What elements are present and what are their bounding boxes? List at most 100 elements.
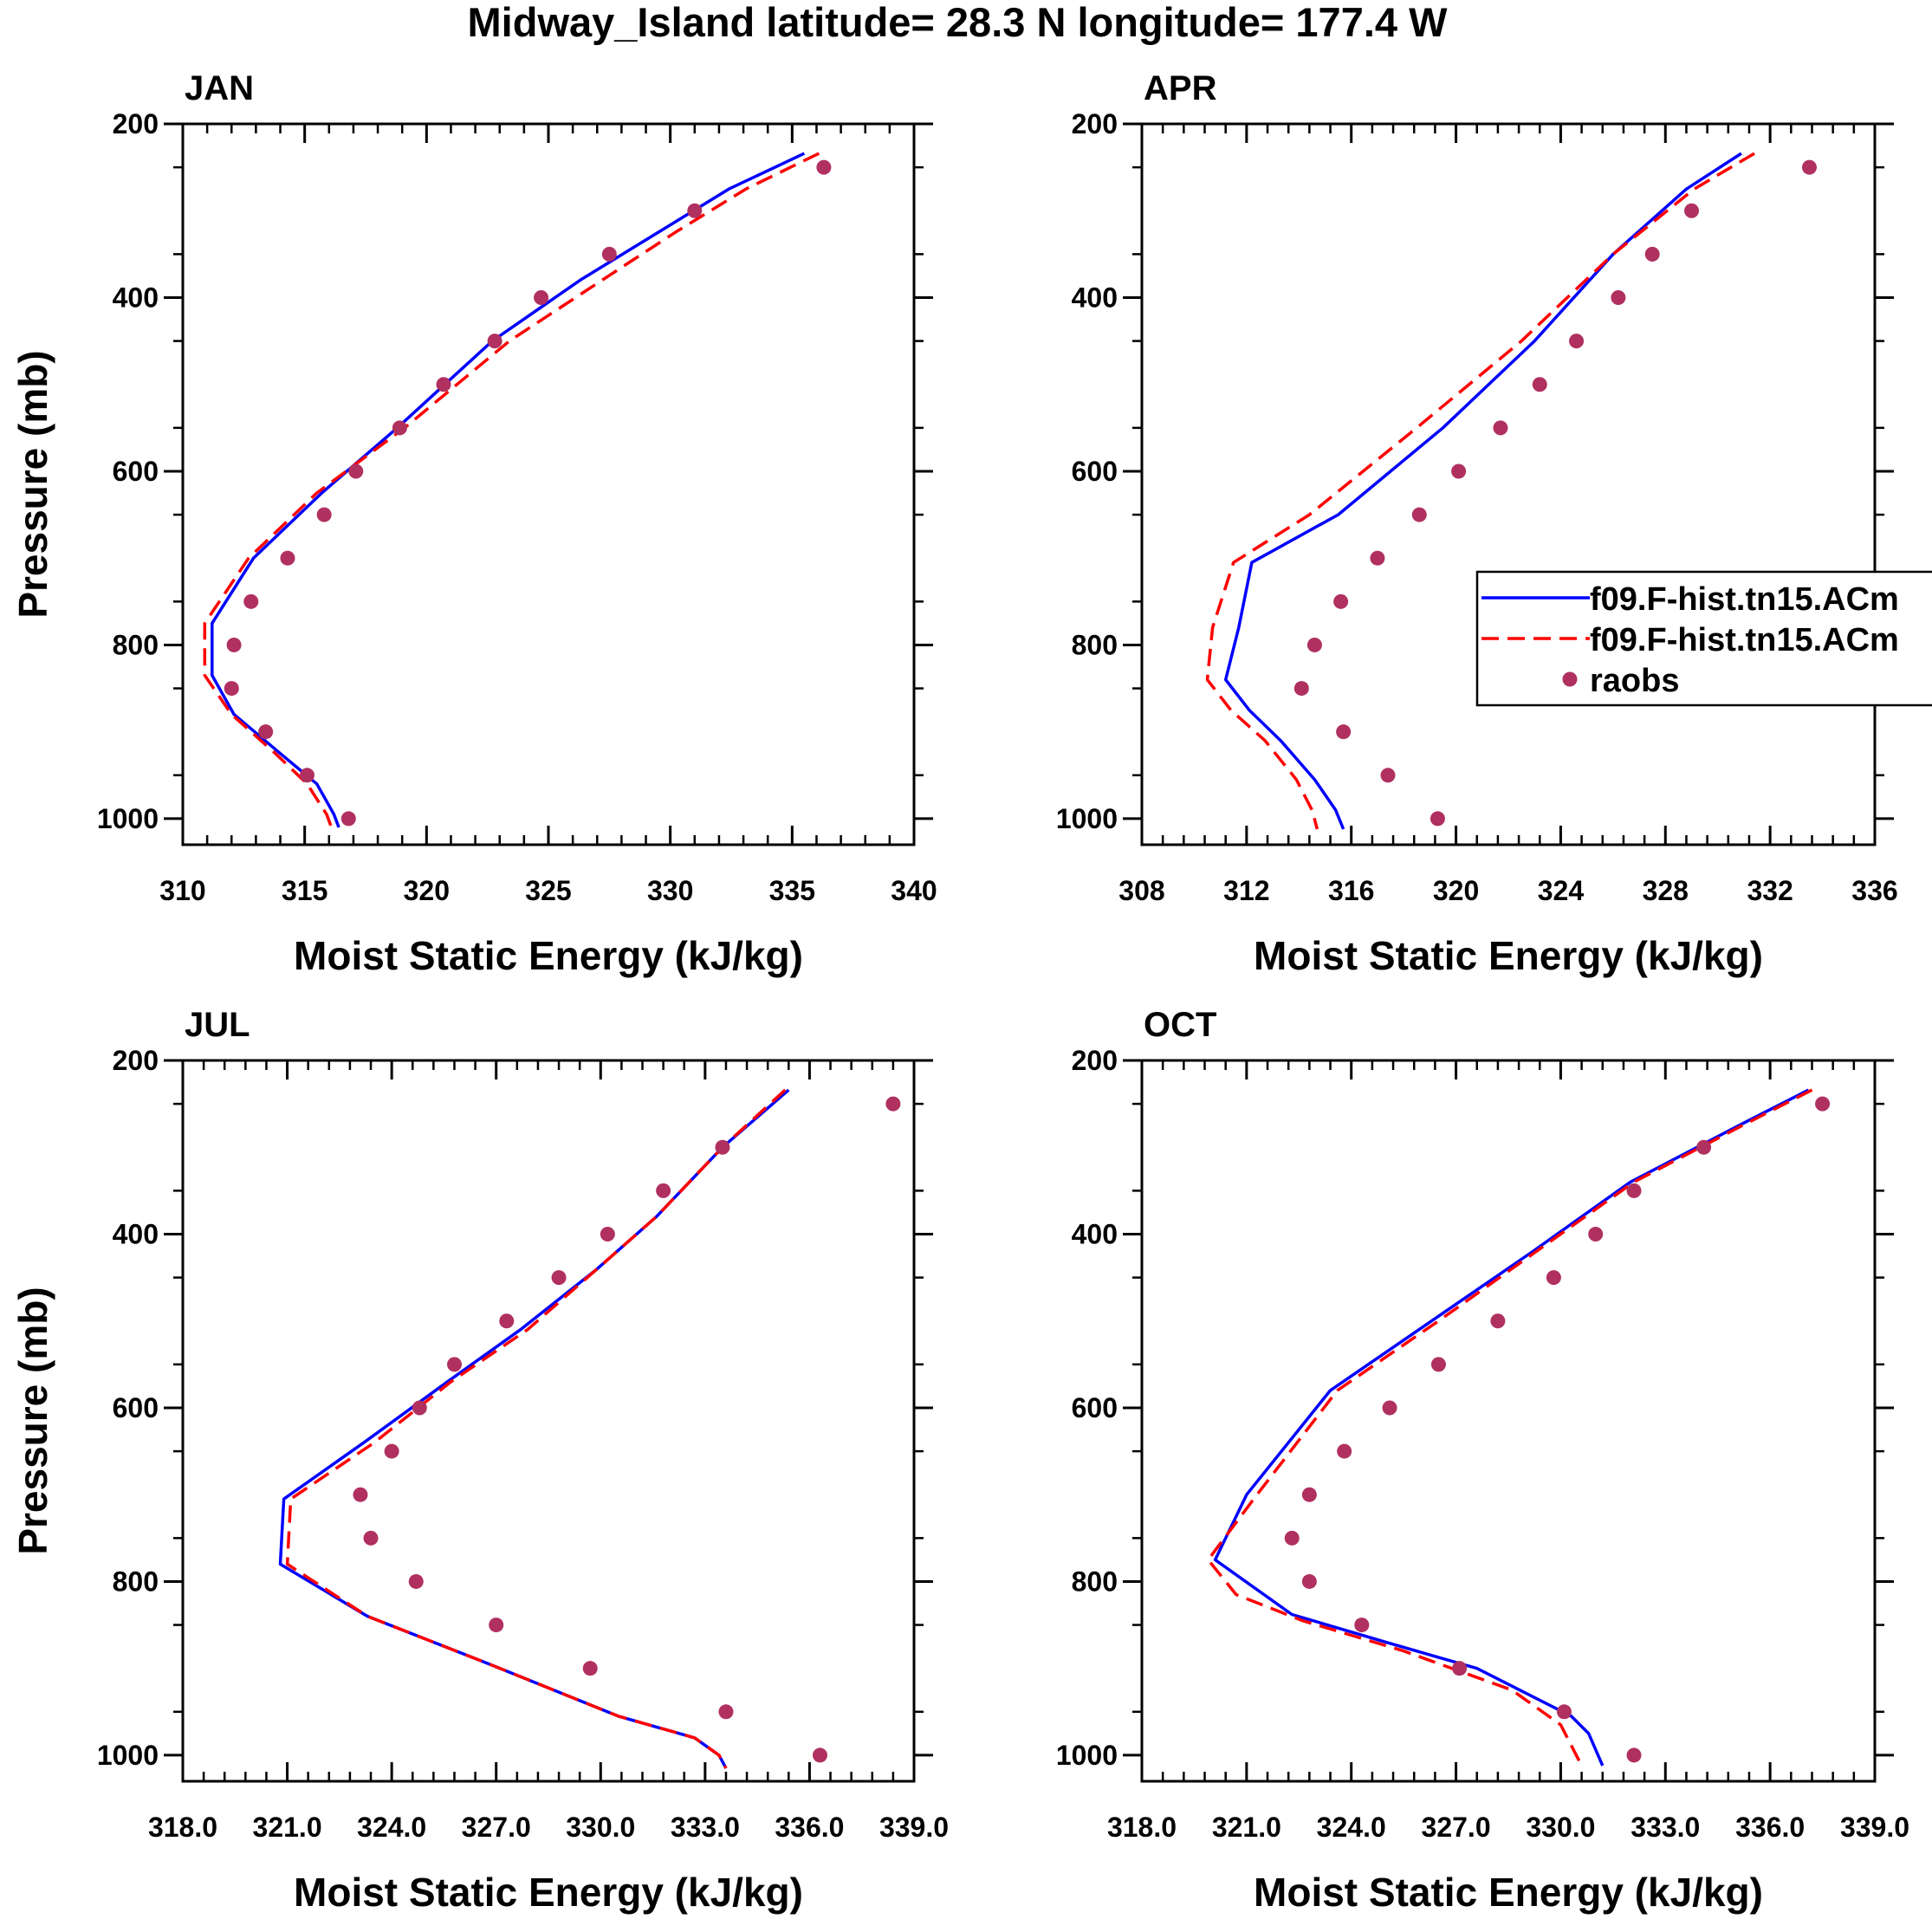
raobs-point [1306,637,1322,652]
legend-label: raobs [1590,663,1679,699]
raobs-point [1284,1530,1300,1546]
y-tick-label: 400 [113,282,159,313]
plot-frame [181,1059,916,1783]
panel-oct: OCT 318.0 321.0 324.0 327.0 330.0 333.0 336.0 33… [1056,1006,1909,1915]
legend-entry: f09.F-hist.tn15.ACm [1481,581,1899,618]
raobs-point [718,1704,734,1720]
y-tick-label: 1000 [97,1740,159,1771]
raobs-point [280,550,295,566]
raobs-point [1801,159,1817,175]
raobs-point [551,1270,567,1286]
raobs-point [534,289,549,305]
raobs-point [816,159,832,175]
y-tick-label: 600 [113,456,159,487]
y-tick-label: 200 [1072,1045,1118,1076]
raobs-point [715,1139,730,1155]
raobs-point [812,1747,827,1763]
x-tick-label: 324.0 [357,1812,426,1843]
raobs-point [1382,1400,1397,1416]
raobs-point [1333,593,1349,609]
y-tick-label: 800 [1072,629,1118,660]
y-tick-label: 200 [113,1045,159,1076]
raobs-point [1301,1573,1317,1589]
raobs-point [1430,811,1445,827]
x-tick-label: 318.0 [1107,1812,1177,1843]
y-tick-label: 600 [1072,1392,1118,1423]
x-tick-label: 310 [159,875,205,906]
legend-label: f09.F-hist.tn15.ACm [1590,581,1899,618]
x-tick-label: 330.0 [1526,1812,1595,1843]
model-line-dashed [203,152,820,828]
raobs-point [1336,724,1352,740]
raobs-point [582,1661,598,1676]
raobs-point [1626,1183,1642,1198]
model-line-dashed [1206,1088,1813,1767]
x-axis-label: Moist Static Energy (kJ/kg) [294,1870,803,1915]
y-axis-label: Pressure (mb) [10,350,55,618]
raobs-point [1411,507,1427,522]
x-tick-label: 330 [647,875,693,906]
raobs-point [1626,1747,1642,1763]
raobs-point [1556,1704,1572,1720]
raobs-point [408,1573,424,1589]
y-tick-label: 1000 [1056,1740,1118,1771]
raobs-point [1532,377,1547,392]
x-tick-label: 315 [282,875,327,906]
raobs-point [243,593,259,609]
raobs-point [1493,420,1508,436]
raobs-point [1546,1270,1561,1286]
raobs-point [258,724,274,740]
legend-dot [1562,671,1578,687]
panel-apr: APR 308 312 316 320 324 328 332 336 200 400 600 800 1… [1056,69,1898,978]
raobs-point [353,1487,368,1502]
raobs-point [1293,681,1309,697]
raobs-point [1684,203,1699,218]
y-tick-label: 600 [113,1392,159,1423]
plot-frame [181,122,916,846]
x-axis-label: Moist Static Energy (kJ/kg) [294,933,803,978]
x-tick-label: 330.0 [566,1812,635,1843]
x-tick-label: 336.0 [775,1812,844,1843]
raobs-point [687,203,703,218]
raobs-point [1337,1443,1352,1459]
x-tick-label: 335 [769,875,815,906]
x-tick-label: 340 [891,875,937,906]
x-tick-label: 339.0 [1840,1812,1909,1843]
raobs-point [1490,1313,1506,1329]
raobs-point [340,811,356,827]
raobs-point [1370,550,1385,566]
raobs-point [384,1443,399,1459]
x-axis-label: Moist Static Energy (kJ/kg) [1254,1870,1763,1915]
raobs-point [1451,464,1467,479]
panel-jul: JUL 318.0 321.0 324.0 327.0 330.0 333.0 336.0 33… [10,1006,949,1915]
y-tick-label: 400 [113,1218,159,1249]
raobs-point [885,1096,901,1112]
legend-box [1475,570,1932,707]
raobs-point [299,768,314,783]
raobs-point [392,420,407,436]
y-tick-label: 1000 [97,803,159,834]
y-tick-label: 800 [113,1566,159,1597]
x-tick-label: 327.0 [462,1812,531,1843]
x-tick-label: 333.0 [1631,1812,1700,1843]
raobs-point [348,464,364,479]
x-tick-label: 324 [1538,875,1585,906]
y-tick-label: 600 [1072,456,1118,487]
x-tick-label: 320 [404,875,450,906]
x-tick-label: 336 [1851,875,1897,906]
raobs-point [656,1183,671,1198]
figure-title: Midway_Island latitude= 28.3 N longitude… [468,0,1449,45]
raobs-point [1301,1487,1317,1502]
raobs-point [226,637,242,652]
raobs-point [489,1618,504,1633]
y-tick-label: 800 [113,629,159,660]
raobs-point [1611,289,1626,305]
panel-title: JAN [185,69,254,107]
raobs-point [1588,1226,1604,1242]
legend-entry: f09.F-hist.tn15.ACm [1481,622,1899,658]
raobs-point [1815,1096,1831,1112]
x-tick-label: 336.0 [1735,1812,1805,1843]
x-tick-label: 312 [1223,875,1269,906]
raobs-point [1644,246,1660,262]
raobs-point [436,377,451,392]
